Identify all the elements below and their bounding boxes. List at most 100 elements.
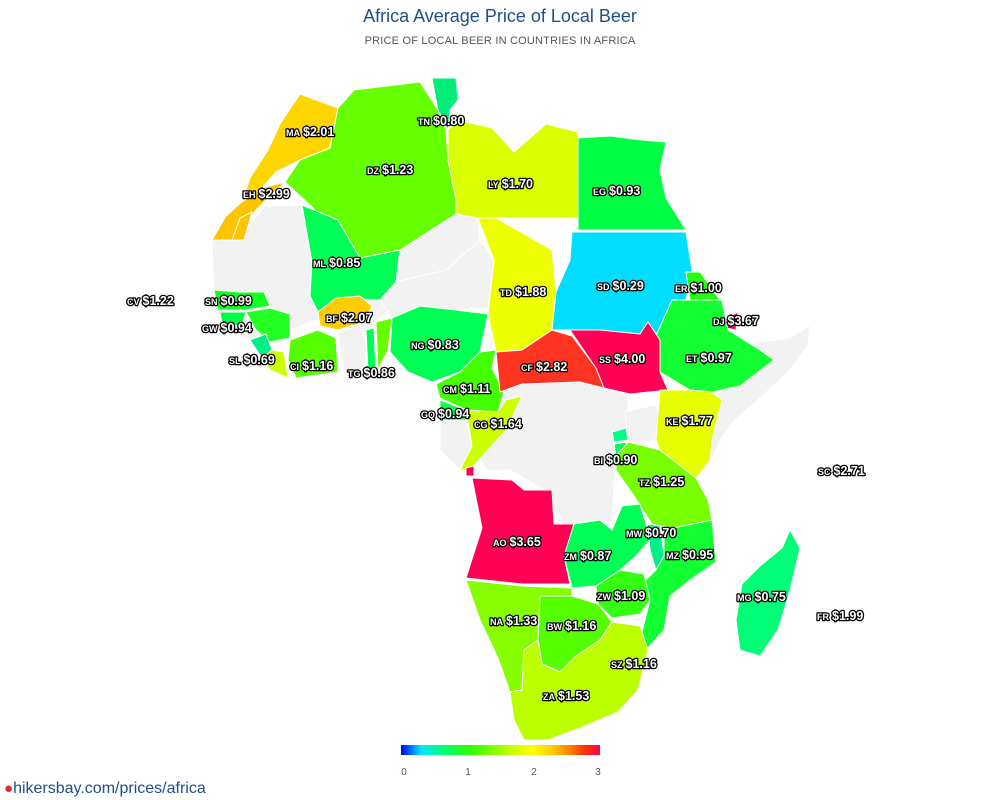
country-price: $0.29 — [613, 279, 644, 293]
country-code: CF — [521, 363, 533, 373]
country-price: $4.00 — [614, 352, 645, 366]
country-code: SC — [818, 467, 831, 477]
country-price: $2.71 — [834, 464, 865, 478]
country-code: AO — [493, 538, 507, 548]
country-label-tn: TN $0.80 — [418, 114, 464, 128]
source-link-text: hikersbay.com/prices/africa — [13, 780, 206, 797]
country-label-gq: GQ $0.94 — [421, 407, 469, 421]
country-price: $0.94 — [438, 407, 469, 421]
country-label-bi: BI $0.90 — [594, 453, 637, 467]
country-code: TG — [348, 369, 361, 379]
country-shape-gw — [219, 311, 247, 327]
country-shape-eg — [577, 135, 687, 231]
country-shape-ci — [287, 329, 339, 379]
country-label-er: ER $1.00 — [675, 281, 722, 295]
country-shape-gn — [245, 307, 291, 343]
country-label-cv: CV $1.22 — [127, 294, 174, 308]
legend-tick-0: 0 — [401, 767, 407, 778]
country-label-mz: MZ $0.95 — [666, 548, 713, 562]
country-code: SZ — [611, 660, 623, 670]
source-link[interactable]: ●hikersbay.com/prices/africa — [4, 780, 206, 798]
country-label-ao: AO $3.65 — [493, 535, 541, 549]
country-price: $2.07 — [341, 311, 372, 325]
map-title: Africa Average Price of Local Beer — [363, 6, 637, 26]
country-shape-tn — [431, 77, 459, 131]
country-price: $0.83 — [428, 338, 459, 352]
country-shape-ao-cabinda — [465, 465, 475, 477]
country-price: $3.65 — [510, 535, 541, 549]
country-label-ng: NG $0.83 — [411, 338, 459, 352]
country-label-za: ZA $1.53 — [543, 689, 589, 703]
country-code: GQ — [421, 410, 435, 420]
country-shape-eh-south — [231, 211, 253, 241]
country-label-sz: SZ $1.16 — [611, 657, 657, 671]
country-shape-sn — [213, 289, 271, 311]
country-price: $0.85 — [329, 256, 360, 270]
country-price: $1.77 — [682, 414, 713, 428]
country-label-dz: DZ $1.23 — [367, 163, 413, 177]
country-label-sn: SN $0.99 — [205, 294, 252, 308]
country-price: $0.99 — [221, 294, 252, 308]
country-shape-ke — [655, 389, 723, 479]
country-price: $0.75 — [755, 590, 786, 604]
country-label-tz: TZ $1.25 — [639, 475, 684, 489]
country-shape-ss — [569, 321, 669, 395]
country-code: ML — [313, 259, 326, 269]
country-code: BI — [594, 456, 603, 466]
country-code: MA — [286, 128, 300, 138]
country-code: LY — [488, 180, 499, 190]
country-code: NA — [490, 617, 503, 627]
country-price: $0.70 — [645, 526, 676, 540]
country-code: CV — [127, 297, 140, 307]
country-code: TD — [500, 288, 512, 298]
country-code: GW — [202, 324, 218, 334]
country-code: MZ — [666, 551, 679, 561]
country-label-et: ET $0.97 — [686, 351, 732, 365]
country-code: EG — [593, 187, 606, 197]
country-price: $1.11 — [460, 382, 491, 396]
country-price: $0.95 — [682, 548, 713, 562]
country-code: KE — [666, 417, 679, 427]
country-code: SN — [205, 297, 218, 307]
country-price: $2.01 — [303, 125, 334, 139]
country-label-dj: DJ $3.67 — [713, 314, 759, 328]
country-price: $1.22 — [143, 294, 174, 308]
country-label-eg: EG $0.93 — [593, 184, 640, 198]
country-code: BW — [547, 622, 562, 632]
country-code: MW — [626, 529, 642, 539]
country-price: $1.33 — [506, 614, 537, 628]
country-code: DJ — [713, 317, 725, 327]
country-label-bf: BF $2.07 — [326, 311, 372, 325]
country-price: $1.09 — [614, 589, 645, 603]
country-label-cf: CF $2.82 — [521, 360, 567, 374]
country-label-zw: ZW $1.09 — [597, 589, 645, 603]
map-pin-icon: ● — [4, 780, 14, 797]
country-price: $1.00 — [691, 281, 722, 295]
country-shape-bf — [317, 295, 373, 331]
country-code: DZ — [367, 166, 379, 176]
country-shape-ly — [447, 119, 579, 219]
country-label-mg: MG $0.75 — [737, 590, 786, 604]
country-price: $1.25 — [653, 475, 684, 489]
country-price: $0.69 — [244, 353, 275, 367]
country-code: CM — [443, 385, 457, 395]
country-price: $1.99 — [832, 609, 863, 623]
country-label-ly: LY $1.70 — [488, 177, 533, 191]
legend-tick-1: 1 — [465, 767, 471, 778]
country-label-sc: SC $2.71 — [818, 464, 865, 478]
country-price: $0.97 — [701, 351, 732, 365]
country-shape-lr — [261, 349, 289, 379]
country-price: $1.16 — [565, 619, 596, 633]
country-label-cm: CM $1.11 — [443, 382, 491, 396]
country-label-mw: MW $0.70 — [626, 526, 676, 540]
country-price: $0.86 — [364, 366, 395, 380]
country-code: TZ — [639, 478, 650, 488]
country-code: ZA — [543, 692, 555, 702]
country-shape-cg — [459, 395, 523, 471]
country-label-na: NA $1.33 — [490, 614, 537, 628]
country-code: ER — [675, 284, 688, 294]
country-price: $1.53 — [558, 689, 589, 703]
country-label-ci: CI $1.16 — [290, 359, 333, 373]
legend-tick-2: 2 — [531, 767, 537, 778]
